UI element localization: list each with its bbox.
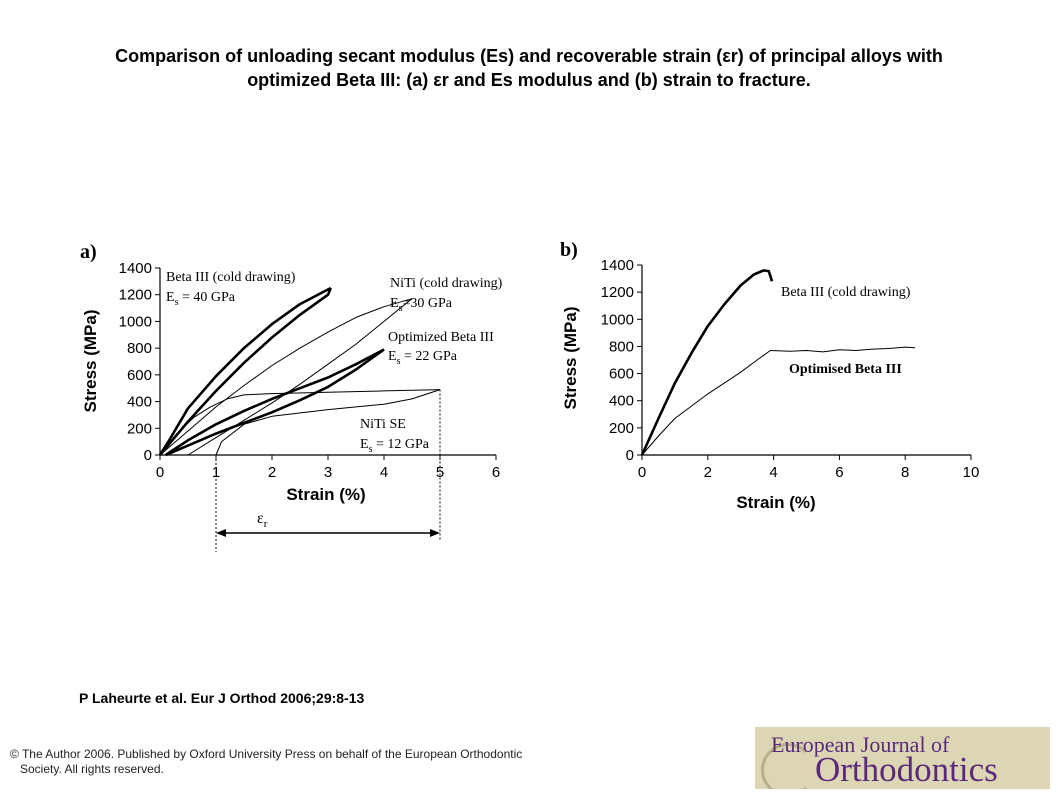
y-tick-label: 800 <box>127 340 152 357</box>
recoverable-strain-label: εr <box>257 510 268 530</box>
series-line-1 <box>641 346 916 456</box>
arrowhead-left <box>216 529 226 537</box>
series-line-4 <box>164 348 385 457</box>
panel-b-label: b) <box>560 239 578 261</box>
x-tick-label: 0 <box>638 464 646 481</box>
annotation-beta-iii-cold-modulus: Es = 40 GPa <box>166 290 236 308</box>
series-line-2 <box>159 298 413 456</box>
annotation-beta-iii-cold: Beta III (cold drawing) <box>166 270 296 285</box>
legend-beta-iii-cold: Beta III (cold drawing) <box>781 285 911 300</box>
y-tick-label: 1200 <box>119 287 152 304</box>
y-tick-label: 1000 <box>119 313 152 330</box>
y-tick-label: 1200 <box>601 284 634 301</box>
y-tick-label: 400 <box>609 393 634 410</box>
panel-b-axes <box>641 265 971 456</box>
y-tick-label: 200 <box>609 420 634 437</box>
panel-a-x-axis-label: Strain (%) <box>286 485 365 504</box>
series-line-6 <box>159 389 441 456</box>
panel-b-series <box>640 269 916 456</box>
annotation-niti-se: NiTi SE <box>360 417 406 432</box>
series-line-7 <box>215 389 441 456</box>
annotation-niti-se-modulus: Es = 12 GPa <box>360 437 430 455</box>
logo-line1: European Journal of <box>771 732 950 757</box>
arrowhead-right <box>430 529 440 537</box>
y-tick-label: 1000 <box>601 311 634 328</box>
series-line-1 <box>158 286 332 456</box>
annotation-niti-cold: NiTi (cold drawing) <box>390 276 503 291</box>
citation: P Laheurte et al. Eur J Orthod 2006;29:8… <box>79 690 365 706</box>
panel-a-label: a) <box>80 241 97 263</box>
y-tick-label: 400 <box>127 394 152 411</box>
x-tick-label: 4 <box>769 464 777 481</box>
panel-b-x-axis-label: Strain (%) <box>736 493 815 512</box>
y-tick-label: 0 <box>144 447 152 464</box>
annotation-niti-cold-modulus: Es=30 GPa <box>390 296 453 314</box>
figure-title-line1: Comparison of unloading secant modulus (… <box>115 46 943 66</box>
series-line-5 <box>165 348 385 457</box>
copyright-line1: © The Author 2006. Published by Oxford U… <box>10 747 523 761</box>
panel-b-chart: b) 0 200 400 600 800 1000 1200 1400 0 2 4 6 8 10 Stra… <box>560 239 979 512</box>
legend-optimised-beta-iii: Optimised Beta III <box>789 362 902 377</box>
x-tick-label: 4 <box>380 464 388 481</box>
x-tick-label: 2 <box>704 464 712 481</box>
y-tick-label: 600 <box>127 367 152 384</box>
panel-b-ticks: 0 200 400 600 800 1000 1200 1400 0 2 4 6 8 10 <box>601 257 980 481</box>
y-tick-label: 200 <box>127 420 152 437</box>
journal-logo: European Journal of Orthodontics <box>755 727 1050 789</box>
x-tick-label: 10 <box>963 464 980 481</box>
series-line-3 <box>187 298 413 456</box>
x-tick-label: 5 <box>436 464 444 481</box>
x-tick-label: 8 <box>901 464 909 481</box>
series-line-0 <box>159 287 332 456</box>
series-line-0 <box>640 269 774 456</box>
panel-a-series <box>158 286 441 457</box>
copyright-notice: © The Author 2006. Published by Oxford U… <box>10 747 522 777</box>
x-tick-label: 3 <box>324 464 332 481</box>
annotation-optimized-beta-iii-modulus: Es = 22 GPa <box>388 349 458 367</box>
panel-a-strain-marker <box>215 389 441 552</box>
panel-a-y-axis-label: Stress (MPa) <box>81 310 100 413</box>
figure-title: Comparison of unloading secant modulus (… <box>20 44 1038 92</box>
panel-b-y-axis-label: Stress (MPa) <box>561 307 580 410</box>
logo-line2: Orthodontics <box>815 750 998 789</box>
x-tick-label: 6 <box>835 464 843 481</box>
x-tick-label: 0 <box>156 464 164 481</box>
logo-swirl-icon <box>761 743 815 789</box>
y-tick-label: 600 <box>609 366 634 383</box>
figure-title-line2: optimized Beta III: (a) εr and Es modulu… <box>247 70 811 90</box>
y-tick-label: 0 <box>626 447 634 464</box>
y-tick-label: 1400 <box>601 257 634 274</box>
annotation-optimized-beta-iii: Optimized Beta III <box>388 330 494 345</box>
x-tick-label: 2 <box>268 464 276 481</box>
y-tick-label: 800 <box>609 338 634 355</box>
x-tick-label: 6 <box>492 464 500 481</box>
copyright-line2: Society. All rights reserved. <box>20 762 164 776</box>
y-tick-label: 1400 <box>119 260 152 277</box>
